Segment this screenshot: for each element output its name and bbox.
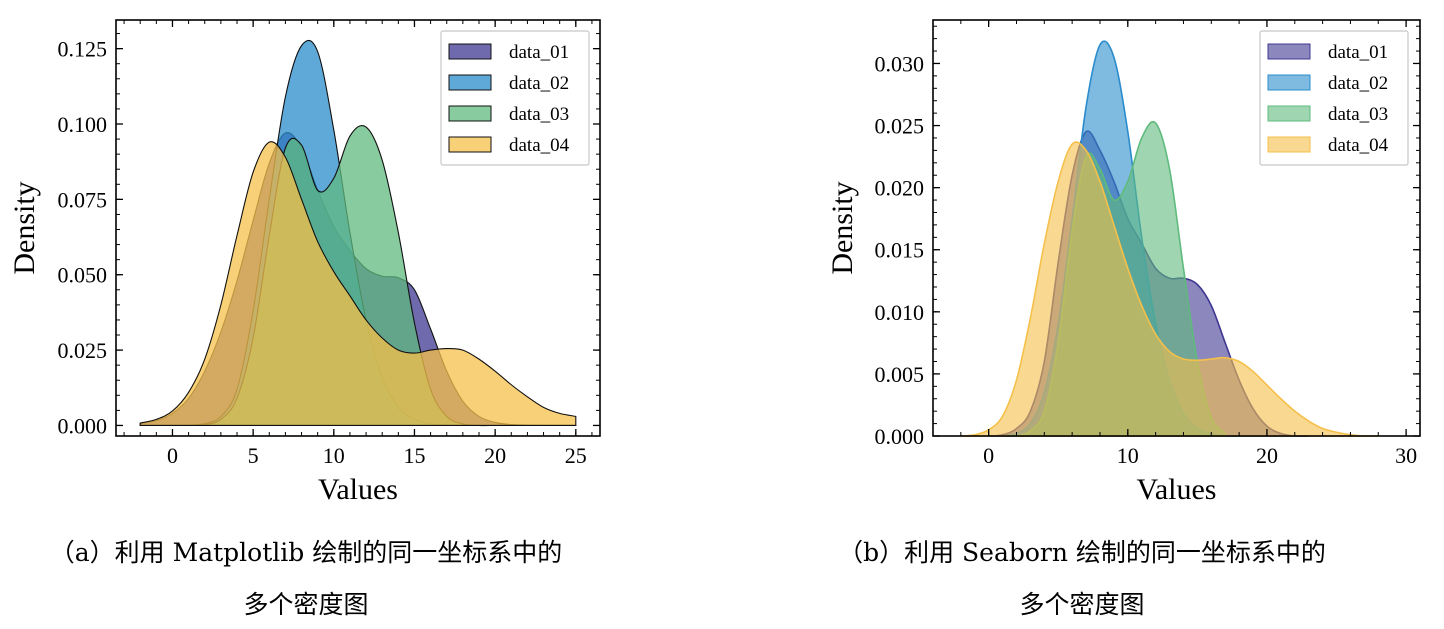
plot-frame xyxy=(115,19,601,437)
series-layer xyxy=(139,39,577,427)
x-tick-label: 25 xyxy=(565,443,587,468)
caption-a-line1: （a）利用 Matplotlib 绘制的同一坐标系中的 xyxy=(49,538,563,567)
caption-a-line2: 多个密度图 xyxy=(243,590,369,619)
y-tick-label: 0.000 xyxy=(875,424,925,449)
x-tick-label: 20 xyxy=(1256,443,1278,468)
x-tick-label: 10 xyxy=(1117,443,1139,468)
legend-label: data_02 xyxy=(1328,73,1388,94)
legend-swatch xyxy=(1267,105,1311,122)
density-chart-matplotlib: 0 5 10 15 20 25 0.000 0.025 0.050 0.075 0.100 0.125… xyxy=(8,19,601,506)
legend-label: data_03 xyxy=(509,104,569,125)
legend-swatch xyxy=(1267,43,1311,60)
legend-swatch xyxy=(1267,136,1311,153)
y-tick-label: 0.030 xyxy=(875,51,925,76)
plot-frame xyxy=(932,19,1421,437)
density-chart-seaborn: 0 10 20 30 0.000 0.005 0.010 0.015 0.020 0.025 0.0… xyxy=(826,19,1421,506)
x-tick-label: 15 xyxy=(403,443,425,468)
x-tick-label: 10 xyxy=(323,443,345,468)
x-axis-title: Values xyxy=(1137,473,1217,506)
y-tick-label: 0.015 xyxy=(875,238,925,263)
legend-label: data_04 xyxy=(1328,135,1389,156)
legend-label: data_01 xyxy=(509,42,569,63)
y-tick-label: 0.025 xyxy=(875,114,925,139)
legend-swatch xyxy=(448,136,492,153)
legend-box xyxy=(1259,30,1409,166)
y-tick-label: 0.075 xyxy=(58,187,108,212)
y-tick-label: 0.125 xyxy=(58,37,108,62)
series-layer xyxy=(960,40,1380,437)
y-axis-title: Density xyxy=(8,181,41,274)
legend-label: data_02 xyxy=(509,73,569,94)
y-tick-label: 0.000 xyxy=(58,413,108,438)
legend: data_01 data_02 data_03 data_04 xyxy=(440,30,590,166)
x-axis-title: Values xyxy=(318,473,398,506)
x-tick-label: 5 xyxy=(248,443,259,468)
y-tick-label: 0.020 xyxy=(875,176,925,201)
y-axis-title: Density xyxy=(826,181,859,274)
panel-matplotlib: 0 5 10 15 20 25 0.000 0.025 0.050 0.075 0.100 0.125… xyxy=(8,19,601,619)
y-tick-label: 0.025 xyxy=(58,338,108,363)
legend: data_01 data_02 data_03 data_04 xyxy=(1259,30,1409,166)
density-area-data-04 xyxy=(139,141,577,426)
x-tick-label: 0 xyxy=(983,443,994,468)
density-area-data-04 xyxy=(960,141,1380,437)
legend-swatch xyxy=(448,43,492,60)
y-tick-label: 0.010 xyxy=(875,300,925,325)
legend-box xyxy=(440,30,590,166)
legend-swatch xyxy=(1267,74,1311,91)
y-tick-label: 0.050 xyxy=(58,263,108,288)
x-tick-label: 20 xyxy=(484,443,506,468)
y-tick-label: 0.005 xyxy=(875,362,925,387)
legend-label: data_03 xyxy=(1328,104,1388,125)
y-tick-label: 0.100 xyxy=(58,112,108,137)
panel-seaborn: 0 10 20 30 0.000 0.005 0.010 0.015 0.020 0.025 0.0… xyxy=(722,0,1444,629)
caption-b-line2: 多个密度图 xyxy=(1019,590,1145,619)
caption-b-line1: （b）利用 Seaborn 绘制的同一坐标系中的 xyxy=(838,538,1326,567)
legend-label: data_01 xyxy=(1328,42,1388,63)
legend-swatch xyxy=(448,74,492,91)
x-tick-label: 0 xyxy=(167,443,178,468)
legend-label: data_04 xyxy=(509,135,570,156)
x-tick-label: 30 xyxy=(1395,443,1417,468)
legend-swatch xyxy=(448,105,492,122)
